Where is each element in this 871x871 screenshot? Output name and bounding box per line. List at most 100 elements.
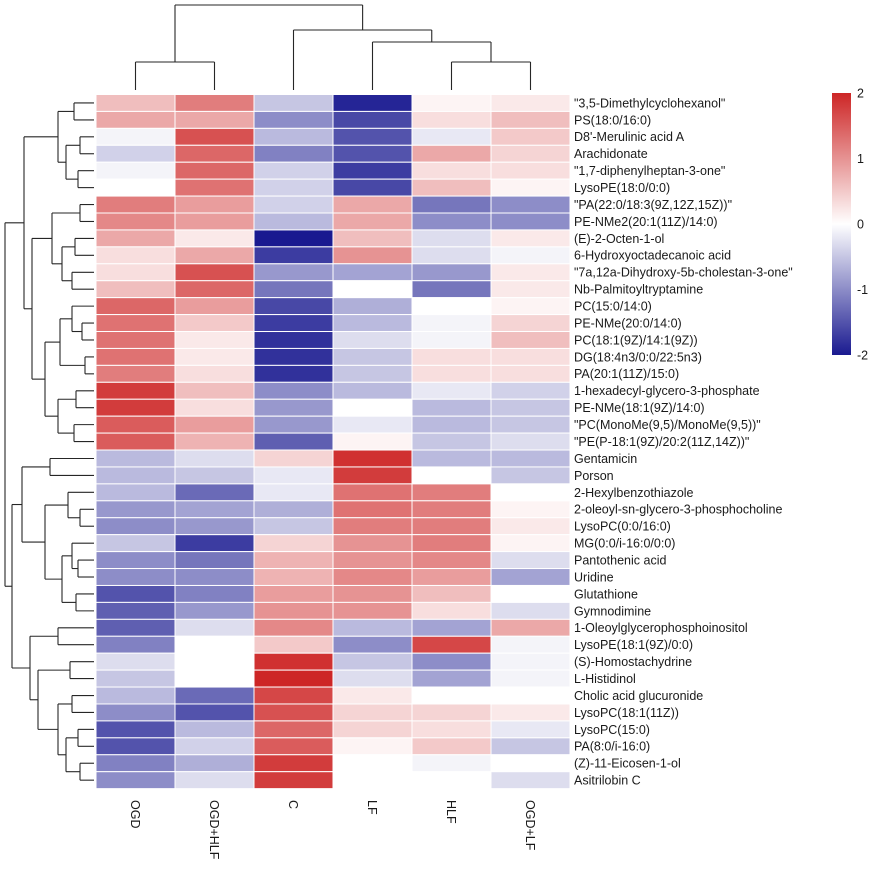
heatmap-cell — [95, 517, 176, 536]
heatmap-cell — [253, 517, 334, 536]
heatmap-cell — [253, 195, 334, 214]
heatmap-cell — [174, 280, 255, 299]
heatmap-cell — [253, 686, 334, 705]
heatmap-cell — [253, 720, 334, 739]
heatmap-cell — [253, 297, 334, 316]
heatmap-grid — [95, 94, 571, 790]
heatmap-cell — [490, 466, 571, 485]
heatmap-cell — [411, 297, 492, 316]
row-label: DG(18:4n3/0:0/22:5n3) — [574, 350, 702, 364]
column-label: OGD — [128, 800, 142, 828]
heatmap-cell — [174, 618, 255, 637]
heatmap-cell — [174, 297, 255, 316]
heatmap-cell — [95, 703, 176, 722]
heatmap-cell — [411, 415, 492, 434]
row-label: LysoPE(18:1(9Z)/0:0) — [574, 638, 693, 652]
heatmap-cell — [490, 398, 571, 417]
heatmap-cell — [174, 754, 255, 773]
legend-tick-label: -1 — [857, 283, 868, 297]
heatmap-cell — [332, 161, 413, 180]
row-label: PE-NMe(20:0/14:0) — [574, 317, 682, 331]
heatmap-cell — [174, 246, 255, 265]
row-label: LysoPC(18:1(11Z)) — [574, 706, 679, 720]
heatmap-cell — [332, 517, 413, 536]
heatmap-cell — [490, 229, 571, 248]
heatmap-cell — [411, 212, 492, 231]
row-label: 2-oleoyl-sn-glycero-3-phosphocholine — [574, 503, 782, 517]
heatmap-cell — [332, 212, 413, 231]
heatmap-cell — [253, 652, 334, 671]
heatmap-cell — [411, 127, 492, 146]
heatmap-cell — [174, 94, 255, 112]
heatmap-cell — [95, 263, 176, 282]
heatmap-cell — [174, 720, 255, 739]
row-label: 1-hexadecyl-glycero-3-phosphate — [574, 384, 760, 398]
heatmap-cell — [490, 500, 571, 519]
color-legend: 2 1 0 -1 -2 — [832, 86, 868, 362]
heatmap-cell — [332, 754, 413, 773]
heatmap-cell — [95, 110, 176, 129]
heatmap-cell — [253, 347, 334, 366]
heatmap-cell — [253, 178, 334, 197]
heatmap-cell — [411, 229, 492, 248]
heatmap-cell — [490, 584, 571, 603]
heatmap-cell — [490, 144, 571, 163]
legend-tick-label: 0 — [857, 217, 864, 231]
heatmap-cell — [174, 364, 255, 383]
row-label: Glutathione — [574, 587, 638, 601]
heatmap-cell — [332, 381, 413, 400]
heatmap-cell — [332, 669, 413, 688]
heatmap-cell — [95, 415, 176, 434]
row-label: Asitrilobin C — [574, 774, 641, 788]
heatmap-cell — [253, 635, 334, 654]
heatmap-cell — [174, 314, 255, 333]
heatmap-cell — [411, 178, 492, 197]
heatmap-cell — [95, 94, 176, 112]
heatmap-cell — [332, 263, 413, 282]
heatmap-cell — [95, 212, 176, 231]
heatmap-cell — [174, 635, 255, 654]
heatmap-cell — [253, 432, 334, 451]
row-label: LysoPC(0:0/16:0) — [574, 520, 671, 534]
heatmap-cell — [332, 297, 413, 316]
heatmap-cell — [490, 601, 571, 620]
heatmap-cell — [95, 771, 176, 790]
heatmap-cell — [332, 500, 413, 519]
heatmap-cell — [490, 246, 571, 265]
heatmap-cell — [411, 110, 492, 129]
heatmap-cell — [332, 229, 413, 248]
heatmap-cell — [332, 110, 413, 129]
heatmap-cell — [490, 314, 571, 333]
row-label: Uridine — [574, 570, 614, 584]
heatmap-cell — [490, 754, 571, 773]
row-label: (S)-Homostachydrine — [574, 655, 692, 669]
heatmap-cell — [411, 771, 492, 790]
heatmap-cell — [253, 280, 334, 299]
heatmap-cell — [332, 364, 413, 383]
heatmap-cell — [490, 381, 571, 400]
heatmap-cell — [411, 195, 492, 214]
column-dendrogram — [134, 4, 532, 90]
column-labels: OGD OGD+HLF C LF HLF OGD+LF — [128, 800, 537, 860]
heatmap-cell — [411, 161, 492, 180]
heatmap-cell — [332, 551, 413, 570]
heatmap-cell — [174, 161, 255, 180]
column-label: LF — [365, 800, 379, 815]
heatmap-cell — [95, 398, 176, 417]
heatmap-cell — [95, 483, 176, 502]
heatmap-cell — [490, 212, 571, 231]
heatmap-cell — [332, 584, 413, 603]
heatmap-cell — [490, 127, 571, 146]
heatmap-cell — [174, 432, 255, 451]
column-label: HLF — [444, 800, 458, 824]
heatmap-cell — [490, 331, 571, 349]
heatmap-cell — [411, 398, 492, 417]
heatmap-cell — [332, 127, 413, 146]
heatmap-cell — [95, 144, 176, 163]
heatmap-cell — [332, 331, 413, 349]
heatmap-cell — [174, 703, 255, 722]
heatmap-cell — [95, 737, 176, 756]
heatmap-cell — [332, 432, 413, 451]
heatmap-cell — [174, 212, 255, 231]
heatmap-cell — [174, 601, 255, 620]
